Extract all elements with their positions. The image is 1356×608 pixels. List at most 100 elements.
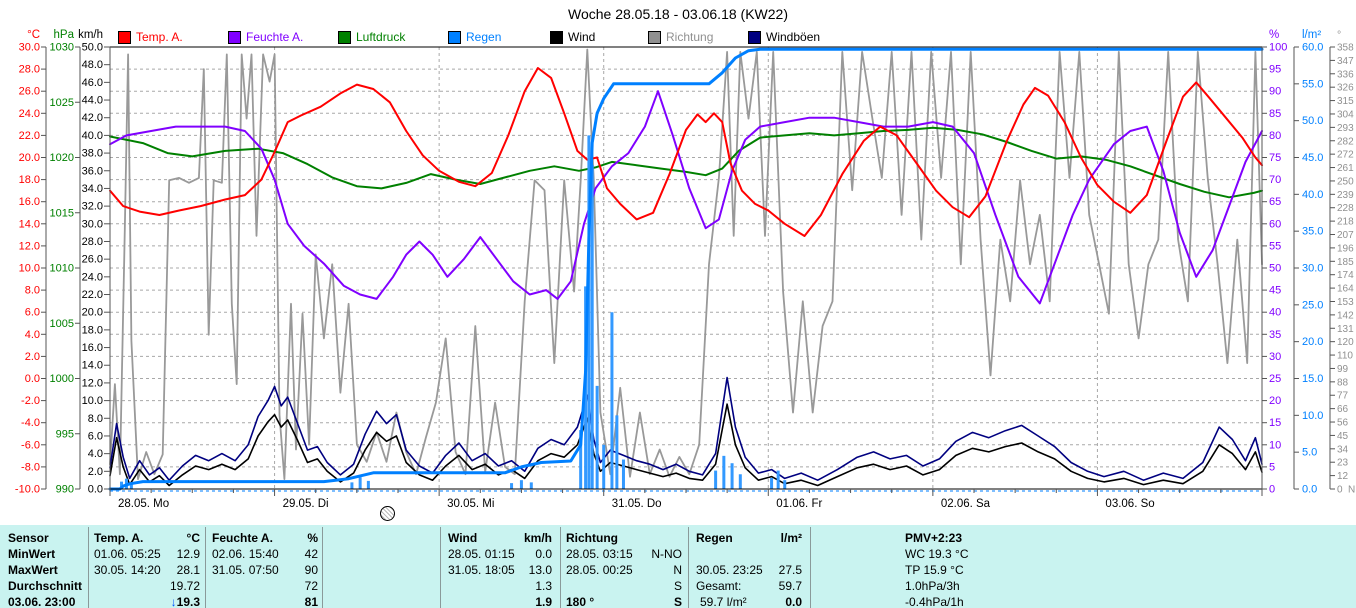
axis-label-temp: 8.0 (25, 285, 40, 297)
axis-label-temp: 24.0 (19, 108, 40, 120)
axis-label-deg: 120 (1337, 337, 1354, 348)
column-divider (688, 527, 689, 608)
rain-current-sum: 59.7 l/m² (700, 595, 747, 608)
gusts-swatch-icon (748, 30, 761, 44)
stats-table: Sensor MinWert MaxWert Durchschnitt 03.0… (0, 525, 1356, 608)
axis-label-pct: 0 (1269, 484, 1275, 496)
wind-current-value: 1.9 (535, 595, 552, 608)
trend-down-icon: ↓ (170, 595, 177, 608)
axis-label-kmh: 48.0 (82, 59, 103, 71)
axis-label-temp: 26.0 (19, 86, 40, 98)
axis-label-deg: 66 (1337, 404, 1349, 415)
temp-max-value: 28.1 (176, 563, 200, 577)
axis-label-deg: 196 (1337, 243, 1354, 254)
plot-area[interactable] (110, 47, 1262, 489)
temp-max-time: 30.05. 14:20 (94, 563, 161, 577)
direction-max-time: 28.05. 00:25 (566, 563, 633, 577)
axis-label-hpa: 990 (56, 484, 74, 496)
axis-label-kmh: 16.0 (82, 342, 103, 354)
axis-label-hpa: 995 (56, 428, 74, 440)
wind-avg-value: 1.3 (535, 579, 552, 593)
axis-label-kmh: 42.0 (82, 112, 103, 124)
axis-label-lm2: 40.0 (1302, 189, 1323, 201)
axis-label-pct: 85 (1269, 108, 1281, 120)
axis-label-deg: 326 (1337, 83, 1354, 94)
column-divider (205, 527, 206, 608)
axis-label-lm2: 5.0 (1302, 447, 1317, 459)
direction-min-value: N-NO (651, 547, 682, 561)
day-label: 02.06. Sa (941, 498, 991, 510)
compass-north-label: N (1348, 485, 1355, 496)
axis-label-deg: 261 (1337, 163, 1354, 174)
legend-item-temp: Temp. A. (118, 30, 183, 44)
axis-label-pct: 75 (1269, 152, 1281, 164)
axis-label-temp: 28.0 (19, 64, 40, 76)
axis-label-kmh: 38.0 (82, 148, 103, 160)
temp-swatch-icon (118, 30, 131, 44)
pressure-swatch-icon (338, 30, 351, 44)
axis-label-deg: 34 (1337, 444, 1349, 455)
legend-label: Temp. A. (136, 30, 183, 44)
axis-label-temp: 4.0 (25, 329, 40, 341)
axis-label-pct: 100 (1269, 42, 1287, 54)
axis-label-kmh: 18.0 (82, 324, 103, 336)
axis-label-kmh: 44.0 (82, 95, 103, 107)
row-label-current: 03.06. 23:00 (8, 595, 76, 608)
axis-label-temp: 2.0 (25, 351, 40, 363)
wind-col-unit: km/h (523, 531, 552, 545)
axis-label-temp: -8.0 (21, 461, 40, 473)
pressure-trend-3h: 1.0hPa/3h (905, 579, 960, 593)
temp-min-value: 12.9 (176, 547, 200, 561)
axis-label-kmh: 34.0 (82, 183, 103, 195)
axis-label-deg: 185 (1337, 257, 1354, 268)
legend-item-rain: Regen (448, 30, 501, 44)
day-label: 30.05. Mi (447, 498, 494, 510)
axis-label-deg: 272 (1337, 150, 1354, 161)
axis-label-deg: 218 (1337, 217, 1354, 228)
axis-label-kmh: 0.0 (88, 484, 103, 496)
axis-label-temp: -2.0 (21, 395, 40, 407)
axis-label-lm2: 35.0 (1302, 226, 1323, 238)
axis-label-pct: 20 (1269, 395, 1281, 407)
axis-label-kmh: 28.0 (82, 236, 103, 248)
axis-label-lm2: 55.0 (1302, 78, 1323, 90)
axis-label-deg: 56 (1337, 418, 1349, 429)
axis-label-pct: 90 (1269, 86, 1281, 98)
page-title: Woche 28.05.18 - 03.06.18 (KW22) (568, 6, 788, 22)
axis-label-temp: -10.0 (15, 484, 40, 496)
axis-label-kmh: 2.0 (88, 466, 103, 478)
column-divider (322, 527, 323, 608)
axis-label-deg: 304 (1337, 109, 1354, 120)
axis-label-deg: 77 (1337, 391, 1349, 402)
axis-label-temp: -4.0 (21, 417, 40, 429)
axis-label-temp: 16.0 (19, 196, 40, 208)
rain-max-time: 30.05. 23:25 (696, 563, 763, 577)
axis-label-lm2: 10.0 (1302, 410, 1323, 422)
day-label: 03.06. So (1105, 498, 1154, 510)
legend-item-wind: Wind (550, 30, 595, 44)
axis-label-deg: 164 (1337, 284, 1354, 295)
wind-max-value: 13.0 (528, 563, 552, 577)
axis-label-pct: 70 (1269, 174, 1281, 186)
row-label-avg: Durchschnitt (8, 579, 83, 593)
legend-label: Richtung (666, 30, 714, 44)
column-divider (560, 527, 561, 608)
weather-chart[interactable]: 30.0 28.0 26.0 24.0 22.0 20.0 18.0 16.0 14.0 12.0… (0, 0, 1356, 525)
direction-col-header: Richtung (566, 531, 618, 545)
humidity-min-time: 02.06. 15:40 (212, 547, 279, 561)
axis-label-deg: 0 (1337, 485, 1343, 496)
axis-label-pct: 95 (1269, 64, 1281, 76)
axis-label-deg: 12 (1337, 471, 1349, 482)
legend-item-humidity: Feuchte A. (228, 30, 303, 44)
axis-label-temp: 14.0 (19, 218, 40, 230)
legend-label: Luftdruck (356, 30, 406, 44)
axis-label-kmh: 40.0 (82, 130, 103, 142)
direction-swatch-icon (648, 30, 661, 44)
moon-phase-icon (380, 506, 395, 521)
axis-label-deg: 207 (1337, 230, 1354, 241)
axis-label-hpa: 1020 (50, 152, 74, 164)
axis-label-lm2: 60.0 (1302, 42, 1323, 54)
axis-label-lm2: 25.0 (1302, 299, 1323, 311)
wind-max-time: 31.05. 18:05 (448, 563, 515, 577)
